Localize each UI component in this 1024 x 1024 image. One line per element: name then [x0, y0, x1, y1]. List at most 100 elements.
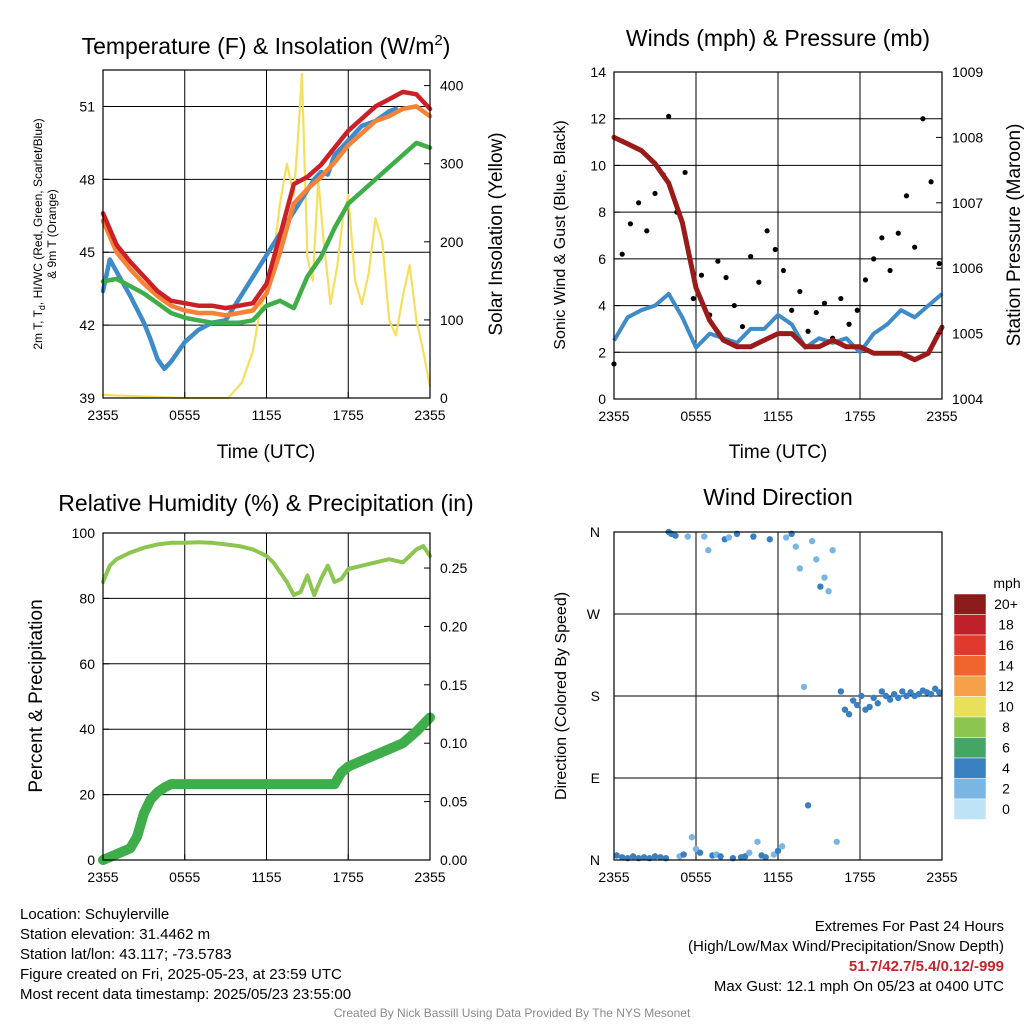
- legend-label: 2: [1002, 781, 1010, 797]
- gust-point: [748, 253, 754, 260]
- direction-point: [903, 692, 910, 700]
- y-tick-label-left: 51: [79, 98, 95, 114]
- legend-label: 10: [998, 699, 1014, 715]
- temperature-panel: Temperature (F) & Insolation (W/m2) 2355…: [31, 32, 507, 463]
- gust-point: [690, 295, 696, 302]
- y-tick-label-left: N: [590, 524, 600, 540]
- x-tick-label: 1755: [333, 407, 364, 423]
- y-tick-label-left: 42: [79, 317, 95, 333]
- direction-point: [688, 834, 696, 841]
- station-info: Location: Schuylerville Station elevatio…: [20, 905, 351, 1005]
- y-tick-label-left: 6: [598, 251, 606, 267]
- y-tick-label-left: 40: [79, 721, 95, 737]
- direction-point: [886, 696, 894, 703]
- y-tick-label-right: 1007: [952, 195, 983, 211]
- y-tick-label-right: 1008: [952, 129, 983, 145]
- series-station-pressure: [611, 134, 945, 363]
- direction-point: [849, 697, 857, 704]
- direction-point: [858, 692, 865, 700]
- winds-grid: [614, 72, 942, 399]
- x-tick-label: 0555: [680, 408, 711, 424]
- direction-point: [705, 547, 712, 554]
- temperature-xlabel: Time (UTC): [217, 442, 316, 463]
- gust-point: [920, 116, 926, 122]
- legend-label: 6: [1002, 740, 1010, 756]
- temperature-ylabel-left: 2m T, Td, HI/WC (Red, Green, Scarlet/Blu…: [31, 118, 59, 349]
- extremes-heading: Extremes For Past 24 Hours: [814, 918, 1004, 935]
- gust-point: [821, 300, 828, 306]
- series-sonic-wind: [612, 291, 944, 355]
- gust-point: [731, 302, 737, 309]
- gust-point: [723, 274, 729, 281]
- direction-point: [783, 534, 790, 541]
- y-tick-label-left: N: [590, 852, 600, 868]
- gust-point: [928, 179, 934, 185]
- x-tick-label: 1155: [763, 408, 793, 424]
- y-tick-label-right: 0.00: [440, 852, 467, 868]
- direction-point: [833, 838, 840, 845]
- humidity-grid: [103, 533, 430, 860]
- legend-swatch: [953, 675, 987, 697]
- gust-point: [912, 244, 918, 250]
- direction-point: [629, 853, 637, 860]
- temperature-title: Temperature (F) & Insolation (W/m2): [82, 32, 451, 59]
- direction-point: [907, 689, 914, 696]
- y-tick-label-right: 0: [440, 390, 448, 406]
- direction-point: [841, 706, 849, 713]
- humidity-title: Relative Humidity (%) & Precipitation (i…: [58, 490, 473, 516]
- y-tick-label-right: 0.15: [440, 677, 467, 693]
- direction-point: [813, 556, 820, 563]
- gust-point: [627, 221, 634, 227]
- x-tick-label: 1155: [251, 869, 281, 885]
- legend-label: 18: [998, 617, 1014, 633]
- legend-swatch: [953, 655, 987, 677]
- winds-ticks: 2355 0555 1155 1755 235502468101214100410051…: [590, 64, 983, 424]
- gust-point: [871, 256, 877, 262]
- winds-series: [611, 113, 945, 367]
- direction-point: [778, 843, 786, 850]
- legend-label: 16: [998, 637, 1014, 653]
- x-tick-label: 0555: [169, 407, 200, 423]
- gust-point: [772, 246, 778, 253]
- y-tick-label-right: 0.25: [440, 560, 467, 576]
- gust-point: [764, 228, 770, 234]
- y-tick-label-right: 300: [440, 156, 464, 172]
- x-tick-label: 0555: [680, 869, 711, 885]
- series-td: [100, 140, 433, 325]
- direction-point: [613, 852, 620, 859]
- direction-point: [742, 853, 749, 860]
- speed-legend: mph 20+ 18 16 14 12 10 8 6 4 2 0: [953, 575, 1021, 820]
- direction-point: [866, 703, 873, 711]
- direction-point: [651, 853, 659, 860]
- direction-point: [821, 574, 828, 581]
- y-tick-label-right: 1006: [952, 260, 983, 276]
- legend-swatch: [953, 696, 987, 718]
- winds-xlabel: Time (UTC): [729, 442, 828, 463]
- x-tick-label: 1155: [251, 407, 281, 423]
- direction-point: [804, 802, 812, 809]
- direction-point: [825, 588, 832, 595]
- legend-swatch: [953, 716, 987, 738]
- figure-created: Figure created on Fri, 2025-05-23, at 23…: [20, 966, 342, 983]
- y-tick-label-left: 45: [79, 244, 95, 260]
- series-relative-humidity: [101, 540, 432, 598]
- direction-point: [895, 694, 902, 702]
- direction-point: [619, 854, 626, 861]
- direction-point: [936, 689, 943, 696]
- legend-label: 12: [998, 678, 1014, 694]
- y-tick-label-right: 1005: [952, 326, 983, 342]
- y-tick-label-right: 1009: [952, 64, 983, 80]
- speed-legend-title: mph: [993, 575, 1020, 591]
- direction-point: [837, 688, 845, 695]
- direction-point: [829, 547, 836, 554]
- y-tick-label-right: 0.10: [440, 735, 467, 751]
- gust-point: [715, 258, 721, 264]
- direction-point: [701, 533, 708, 540]
- y-tick-label-right: 400: [440, 78, 464, 94]
- gust-point: [644, 228, 650, 234]
- legend-label: 0: [1002, 801, 1010, 817]
- direction-point: [762, 854, 769, 861]
- max-gust: Max Gust: 12.1 mph On 05/23 at 0400 UTC: [713, 978, 1004, 995]
- direction-point: [657, 854, 664, 861]
